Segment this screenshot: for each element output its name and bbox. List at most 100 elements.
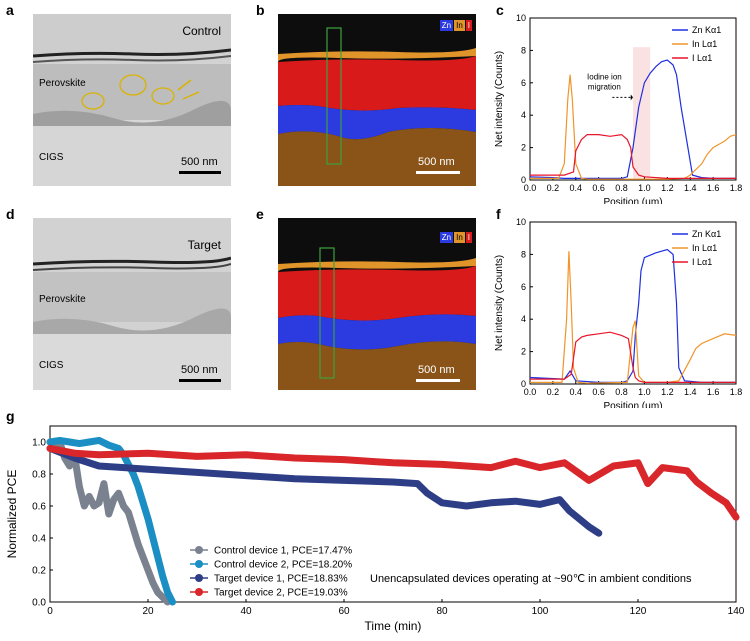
y-tick-label: 10 [516,13,526,23]
y-tick-label: 0.6 [32,501,46,512]
x-tick-label: 1.6 [707,387,720,397]
x-tick-label: 0.2 [547,387,560,397]
series-2-line [530,133,736,179]
legend-label: In Lα1 [692,243,717,253]
panel-label-c: c [496,2,504,18]
layer-label-cigs-a: CIGS [39,152,64,163]
layer-label-cigs-d: CIGS [39,360,64,371]
sem-image-target: Target Perovskite CIGS 500 nm [33,218,231,390]
eds-legend-i: I [465,20,472,31]
y-tick-label: 0.0 [32,597,46,608]
legend-label: Control device 2, PCE=18.20% [214,559,352,570]
eds-legend-b: Zn In I [439,20,472,31]
sem-title-target: Target [187,238,221,252]
x-tick-label: 1.2 [661,387,674,397]
eds-legend-in: In [454,20,465,31]
x-tick-label: 0.8 [615,387,628,397]
x-tick-label: 0.6 [592,183,605,193]
scale-text-b: 500 nm [418,156,455,168]
x-tick-label: 0.0 [524,387,537,397]
x-tick-label: 1.4 [684,183,697,193]
series-2-line [530,331,736,383]
scale-bar-e [416,379,460,382]
x-tick-label: 140 [728,606,745,617]
x-tick-label: 0.0 [524,183,537,193]
sem-image-control-drawing [33,14,231,186]
y-tick-label: 8 [521,45,526,55]
scale-bar-b [416,171,460,174]
legend-label: I Lα1 [692,53,712,63]
series-1-line [530,251,737,384]
eds-legend-zn: Zn [439,232,454,243]
x-tick-label: 1.4 [684,387,697,397]
x-axis-label: Time (min) [365,619,422,633]
y-tick-label: 10 [516,217,526,227]
x-axis-label: Position (μm) [603,197,662,204]
x-tick-label: 0.4 [570,387,583,397]
eds-legend-i: I [465,232,472,243]
y-tick-label: 0 [521,379,526,389]
annotation-arrowhead [630,94,633,101]
x-tick-label: 80 [436,606,448,617]
x-axis-label: Position (μm) [603,401,662,408]
x-tick-label: 1.8 [730,183,743,193]
panel-label-b: b [256,2,265,18]
eds-legend-zn: Zn [439,20,454,31]
y-tick-label: 6 [521,78,526,88]
layer-label-perovskite-d: Perovskite [39,294,86,305]
x-tick-label: 1.8 [730,387,743,397]
y-tick-label: 4 [521,110,526,120]
y-axis-label: Net intensity (Counts) [494,255,505,351]
chart-c: 0.0 0.2 0.4 0.6 0.8 1.0 1.2 1.4 1.6 1.8 0 2 4 6 8 10 Pos… [494,13,743,204]
annotation-iodine-line2: migration [588,82,621,91]
sem-image-target-drawing [33,218,231,390]
eds-map-target-drawing [278,218,476,390]
x-tick-label: 120 [630,606,647,617]
x-tick-label: 100 [532,606,549,617]
y-tick-label: 1.0 [32,437,46,448]
chart-f: 0.0 0.2 0.4 0.6 0.8 1.0 1.2 1.4 1.6 1.8 0 2 4 6 8 10 Pos… [494,217,743,408]
x-tick-label: 1.6 [707,183,720,193]
sem-image-control: Control Perovskite CIGS 500 nm [33,14,231,186]
scale-bar-a [179,171,221,174]
panel-label-e: e [256,206,264,222]
legend-marker [195,588,203,596]
x-tick-label: 1.0 [638,183,651,193]
legend-label: Control device 1, PCE=17.47% [214,545,352,556]
annotation-g: Unencapsulated devices operating at ~90℃… [370,573,692,585]
legend-marker [195,546,203,554]
layer-label-perovskite-a: Perovskite [39,78,86,89]
eds-map-control: Zn In I 500 nm [278,14,476,186]
x-tick-label: 0.4 [570,183,583,193]
panel-label-f: f [496,206,501,222]
x-tick-label: 1.0 [638,387,651,397]
legend-label: Target device 2, PCE=19.03% [214,587,348,598]
y-tick-label: 4 [521,314,526,324]
y-axis-label: Net intensity (Counts) [494,51,505,147]
x-tick-label: 0.6 [592,387,605,397]
series-0-line [529,59,736,179]
x-tick-label: 60 [338,606,350,617]
y-tick-label: 0.4 [32,533,46,544]
scale-text-a: 500 nm [181,156,218,168]
scale-bar-d [179,379,221,382]
eds-legend-in: In [454,232,465,243]
panel-label-g: g [6,408,15,424]
series-2-line [46,444,603,537]
panel-label-a: a [6,2,14,18]
plot-frame [529,17,737,181]
scale-text-e: 500 nm [418,364,455,376]
x-tick-label: 40 [240,606,252,617]
y-tick-label: 0.2 [32,565,46,576]
eds-legend-e: Zn In I [439,232,472,243]
series-1-line [46,436,176,606]
eds-map-target: Zn In I 500 nm [278,218,476,390]
series-1-line [530,74,737,180]
x-tick-label: 0.8 [615,183,628,193]
series-0-line [529,248,736,383]
legend-marker [195,574,203,582]
y-axis-label: Normalized PCE [5,470,19,559]
highlight-band [633,47,651,180]
x-tick-label: 0.2 [547,183,560,193]
legend-label: In Lα1 [692,39,717,49]
